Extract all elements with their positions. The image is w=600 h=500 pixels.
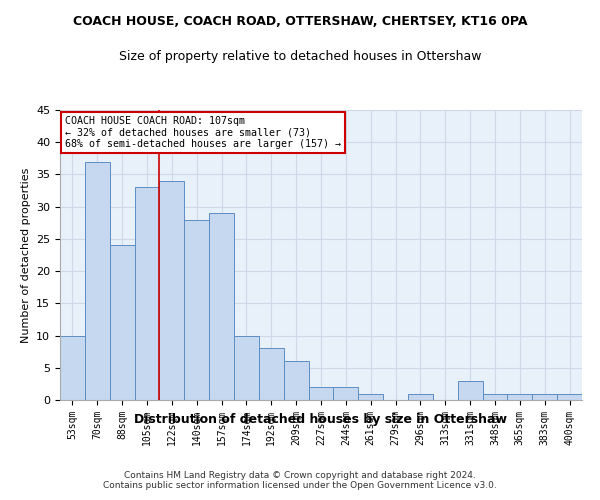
Bar — [532, 394, 557, 400]
Text: Distribution of detached houses by size in Ottershaw: Distribution of detached houses by size … — [134, 412, 508, 426]
Bar — [160, 181, 184, 400]
Bar — [110, 246, 134, 400]
Bar — [358, 394, 383, 400]
Bar — [482, 394, 508, 400]
Text: COACH HOUSE COACH ROAD: 107sqm
← 32% of detached houses are smaller (73)
68% of : COACH HOUSE COACH ROAD: 107sqm ← 32% of … — [65, 116, 341, 149]
Bar — [408, 394, 433, 400]
Bar — [557, 394, 582, 400]
Y-axis label: Number of detached properties: Number of detached properties — [20, 168, 31, 342]
Text: Contains HM Land Registry data © Crown copyright and database right 2024.
Contai: Contains HM Land Registry data © Crown c… — [103, 470, 497, 490]
Bar — [134, 188, 160, 400]
Text: Size of property relative to detached houses in Ottershaw: Size of property relative to detached ho… — [119, 50, 481, 63]
Bar — [308, 387, 334, 400]
Text: COACH HOUSE, COACH ROAD, OTTERSHAW, CHERTSEY, KT16 0PA: COACH HOUSE, COACH ROAD, OTTERSHAW, CHER… — [73, 15, 527, 28]
Bar — [508, 394, 532, 400]
Bar — [60, 336, 85, 400]
Bar — [334, 387, 358, 400]
Bar — [85, 162, 110, 400]
Bar — [184, 220, 209, 400]
Bar — [259, 348, 284, 400]
Bar — [234, 336, 259, 400]
Bar — [284, 362, 308, 400]
Bar — [458, 380, 482, 400]
Bar — [209, 213, 234, 400]
